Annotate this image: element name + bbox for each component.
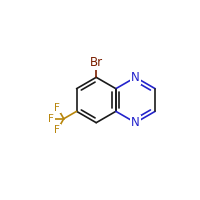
Text: N: N xyxy=(131,71,140,84)
Text: F: F xyxy=(54,103,60,113)
Text: F: F xyxy=(48,114,54,124)
Text: F: F xyxy=(54,125,60,135)
Text: Br: Br xyxy=(90,56,103,69)
Text: N: N xyxy=(131,116,140,129)
